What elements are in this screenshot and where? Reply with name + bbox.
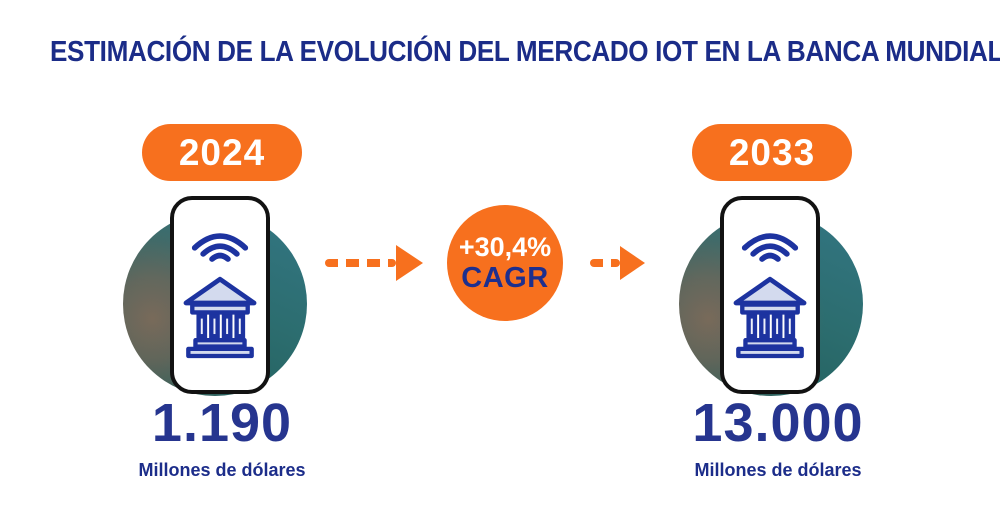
page-title: ESTIMACIÓN DE LA EVOLUCIÓN DEL MERCADO I… — [50, 36, 1000, 68]
market-unit-end: Millones de dólares — [694, 460, 862, 480]
smartphone-illustration — [720, 196, 820, 394]
cagr-bubble: +30,4% CAGR — [447, 205, 563, 321]
year-badge-end: 2033 — [692, 124, 852, 181]
wifi-icon — [740, 228, 800, 267]
bank-icon — [182, 276, 258, 365]
smartphone-illustration — [170, 196, 270, 394]
year-badge-start: 2024 — [142, 124, 302, 181]
dashed-arrow-right-icon — [325, 245, 423, 281]
market-value-end: 13.000 — [692, 393, 864, 453]
bank-icon — [732, 276, 808, 365]
arrow-dashes — [590, 259, 620, 267]
wifi-icon — [190, 228, 250, 267]
arrow-dashes — [325, 259, 396, 267]
market-unit-start: Millones de dólares — [138, 460, 306, 480]
growth-label: CAGR — [461, 261, 549, 294]
dashed-arrow-right-icon — [590, 245, 645, 281]
arrow-head-icon — [620, 246, 645, 280]
arrow-head-icon — [396, 245, 423, 281]
growth-rate: +30,4% — [458, 231, 552, 262]
market-value-start: 1.190 — [151, 393, 293, 453]
